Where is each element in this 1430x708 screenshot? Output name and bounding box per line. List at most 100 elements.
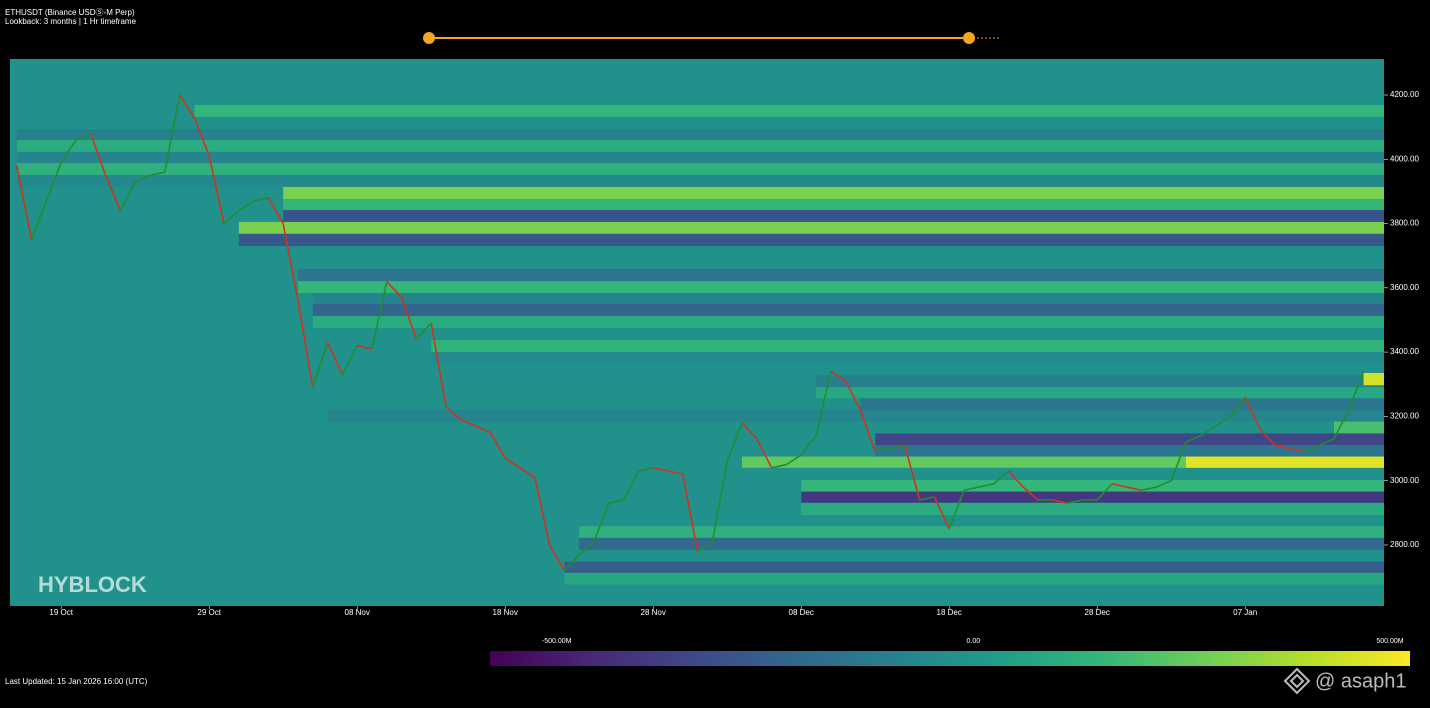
price-segment: [608, 499, 624, 504]
range-slider[interactable]: [423, 32, 1000, 44]
price-segment: [445, 406, 462, 421]
price-segment: [756, 438, 773, 469]
heatmap-band: [283, 186, 1384, 200]
x-tick-label: 29 Oct: [197, 608, 221, 617]
price-segment: [208, 155, 225, 224]
price-line: [16, 94, 1365, 572]
price-segment: [75, 132, 92, 141]
price-segment: [1318, 438, 1335, 447]
heatmap-band: [875, 433, 1384, 445]
price-segment: [45, 162, 62, 202]
heatmap: [16, 104, 1384, 585]
heatmap-band: [16, 151, 1384, 164]
price-segment: [697, 541, 713, 553]
price-segment: [430, 323, 447, 407]
price-segment: [475, 425, 491, 434]
price-segment: [726, 422, 743, 462]
colorbar-tick-label: -500.00M: [542, 638, 572, 645]
credit-text: @ asaph1: [1315, 670, 1406, 692]
price-segment: [859, 409, 876, 453]
price-segment: [889, 444, 905, 450]
price-segment: [711, 461, 728, 542]
heatmap-band: [238, 233, 1384, 247]
y-tick-label: 3000.00: [1390, 476, 1419, 485]
x-tick-label: 07 Jan: [1233, 608, 1257, 617]
price-segment: [1111, 483, 1127, 488]
y-tick-label: 4200.00: [1390, 90, 1419, 99]
heatmap-band: [875, 444, 1384, 457]
price-segment: [371, 281, 388, 350]
heatmap-band: [283, 199, 1384, 211]
credit: @ asaph1: [1283, 667, 1406, 695]
chart-title: ETHUSDT (Binance USDⓈ-M Perp): [5, 8, 135, 17]
price-segment: [785, 454, 802, 466]
heatmap-band: [16, 175, 1384, 187]
price-segment: [1126, 486, 1142, 492]
price-segment: [460, 418, 476, 427]
x-tick-label: 08 Nov: [345, 608, 370, 617]
price-segment: [1289, 447, 1305, 453]
heatmap-band: [327, 409, 1384, 422]
x-tick-label: 19 Oct: [49, 608, 73, 617]
x-tick-label: 18 Nov: [493, 608, 518, 617]
price-segment: [119, 181, 136, 212]
price-segment: [1067, 499, 1083, 504]
price-segment: [844, 380, 862, 411]
price-segment: [134, 174, 151, 183]
slider-handle[interactable]: [423, 32, 435, 44]
heatmap-band: [16, 129, 1384, 140]
price-segment: [60, 139, 77, 163]
price-segment: [1022, 486, 1039, 501]
x-tick-label: 28 Dec: [1085, 608, 1110, 617]
price-segment: [489, 432, 506, 459]
price-segment: [30, 200, 48, 240]
price-segment: [504, 457, 521, 469]
chart-subtitle: Lookback: 3 months | 1 Hr timeframe: [5, 17, 137, 26]
y-tick-label: 3800.00: [1390, 219, 1419, 228]
heatmap-band: [816, 387, 1384, 399]
price-segment: [297, 300, 314, 388]
y-tick-label: 3200.00: [1390, 411, 1419, 420]
axes: 2800.00 3000.00 3200.00 3400.00 3600.00 3800.…: [49, 90, 1419, 617]
price-segment: [1052, 499, 1068, 504]
price-segment: [815, 371, 832, 436]
heatmap-band: [312, 316, 1384, 329]
heatmap-band: [579, 537, 1384, 551]
heatmap-band: [1334, 421, 1384, 434]
heatmap-band: [298, 268, 1384, 282]
price-segment: [193, 117, 210, 157]
footer: Last Updated: 15 Jan 2026 16:00 (UTC): [5, 677, 148, 686]
price-segment: [578, 541, 595, 556]
price-segment: [1200, 425, 1217, 437]
slider-handle[interactable]: [963, 32, 975, 44]
heatmap-band: [816, 375, 1384, 388]
heatmap-band: [801, 502, 1384, 516]
price-segment: [638, 467, 654, 472]
price-segment: [357, 344, 373, 350]
price-segment: [519, 467, 536, 479]
price-segment: [548, 544, 566, 572]
heatmap-band: [16, 139, 1384, 152]
x-tick-label: 18 Dec: [937, 608, 962, 617]
price-segment: [341, 345, 358, 375]
price-segment: [312, 342, 329, 388]
heatmap-band: [431, 352, 1384, 364]
price-segment: [563, 554, 580, 572]
y-tick-label: 3600.00: [1390, 283, 1419, 292]
price-segment: [400, 297, 418, 340]
heatmap-band: [1186, 456, 1384, 468]
heatmap-band: [16, 163, 1384, 176]
price-segment: [993, 470, 1009, 485]
heatmap-band: [579, 526, 1384, 538]
heatmap-band: [801, 480, 1384, 492]
price-segment: [978, 483, 994, 488]
colorbar-tick-label: 500.00M: [1376, 638, 1403, 645]
x-tick-label: 08 Dec: [789, 608, 814, 617]
colorbar-tick-label: 0.00: [967, 638, 981, 645]
price-segment: [771, 463, 787, 469]
price-segment: [1096, 483, 1113, 501]
heatmap-band: [1363, 372, 1384, 386]
price-segment: [1185, 434, 1202, 443]
heatmap-band: [312, 292, 1384, 304]
price-segment: [1304, 444, 1320, 453]
